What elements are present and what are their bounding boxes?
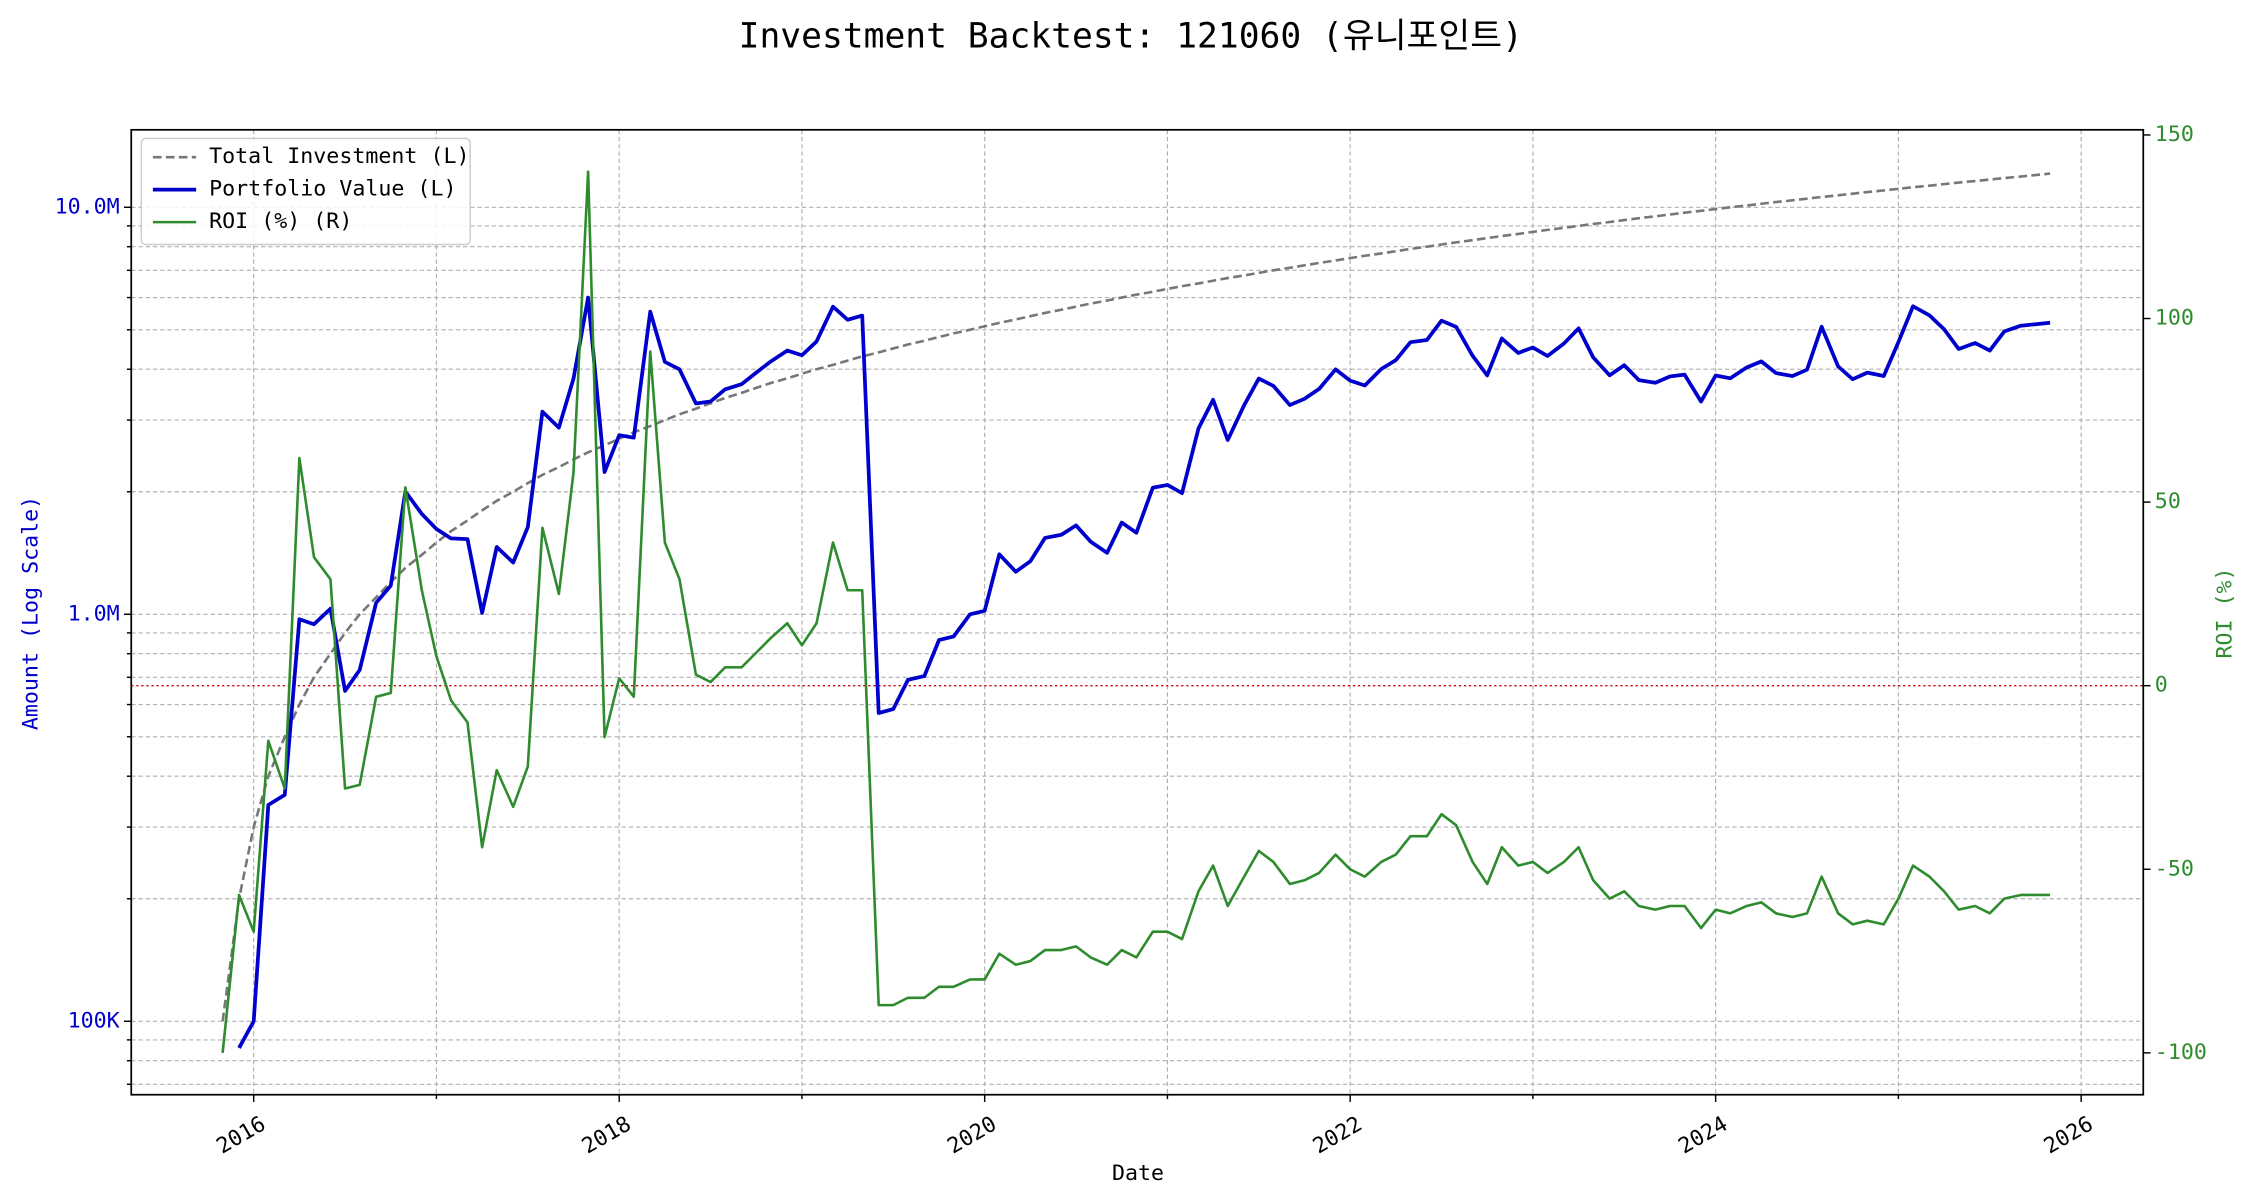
y-tick-label: 10.0M <box>55 194 120 219</box>
y-tick-label: 100K <box>68 1008 120 1033</box>
y2-tick-label: 150 <box>2155 122 2194 147</box>
legend: Total Investment (L) Portfolio Value (L) R… <box>140 137 471 246</box>
y2-axis-label: ROI (%) <box>2212 567 2237 658</box>
series-line <box>237 295 2051 1049</box>
legend-label: Portfolio Value (L) <box>209 177 456 202</box>
plot-layer <box>131 170 2144 1053</box>
y2-tick-label: 50 <box>2155 489 2181 514</box>
plot-frame <box>130 128 2145 1096</box>
y2-tick-label: 0 <box>2155 673 2168 698</box>
y2-tick-label: -100 <box>2155 1040 2207 1065</box>
series-line <box>221 172 2051 1022</box>
legend-box <box>140 137 471 246</box>
legend-label: Total Investment (L) <box>209 144 469 169</box>
x-axis-label: Date <box>1112 1161 1164 1186</box>
legend-label: ROI (%) (R) <box>209 209 352 234</box>
chart-title: Investment Backtest: 121060 (유니포인트) <box>739 17 1523 57</box>
series-line <box>221 170 2051 1053</box>
y-axis-label: Amount (Log Scale) <box>19 496 44 730</box>
y-tick-label: 1.0M <box>68 601 120 626</box>
y2-tick-label: -50 <box>2155 856 2194 881</box>
y2-tick-label: 100 <box>2155 306 2194 331</box>
